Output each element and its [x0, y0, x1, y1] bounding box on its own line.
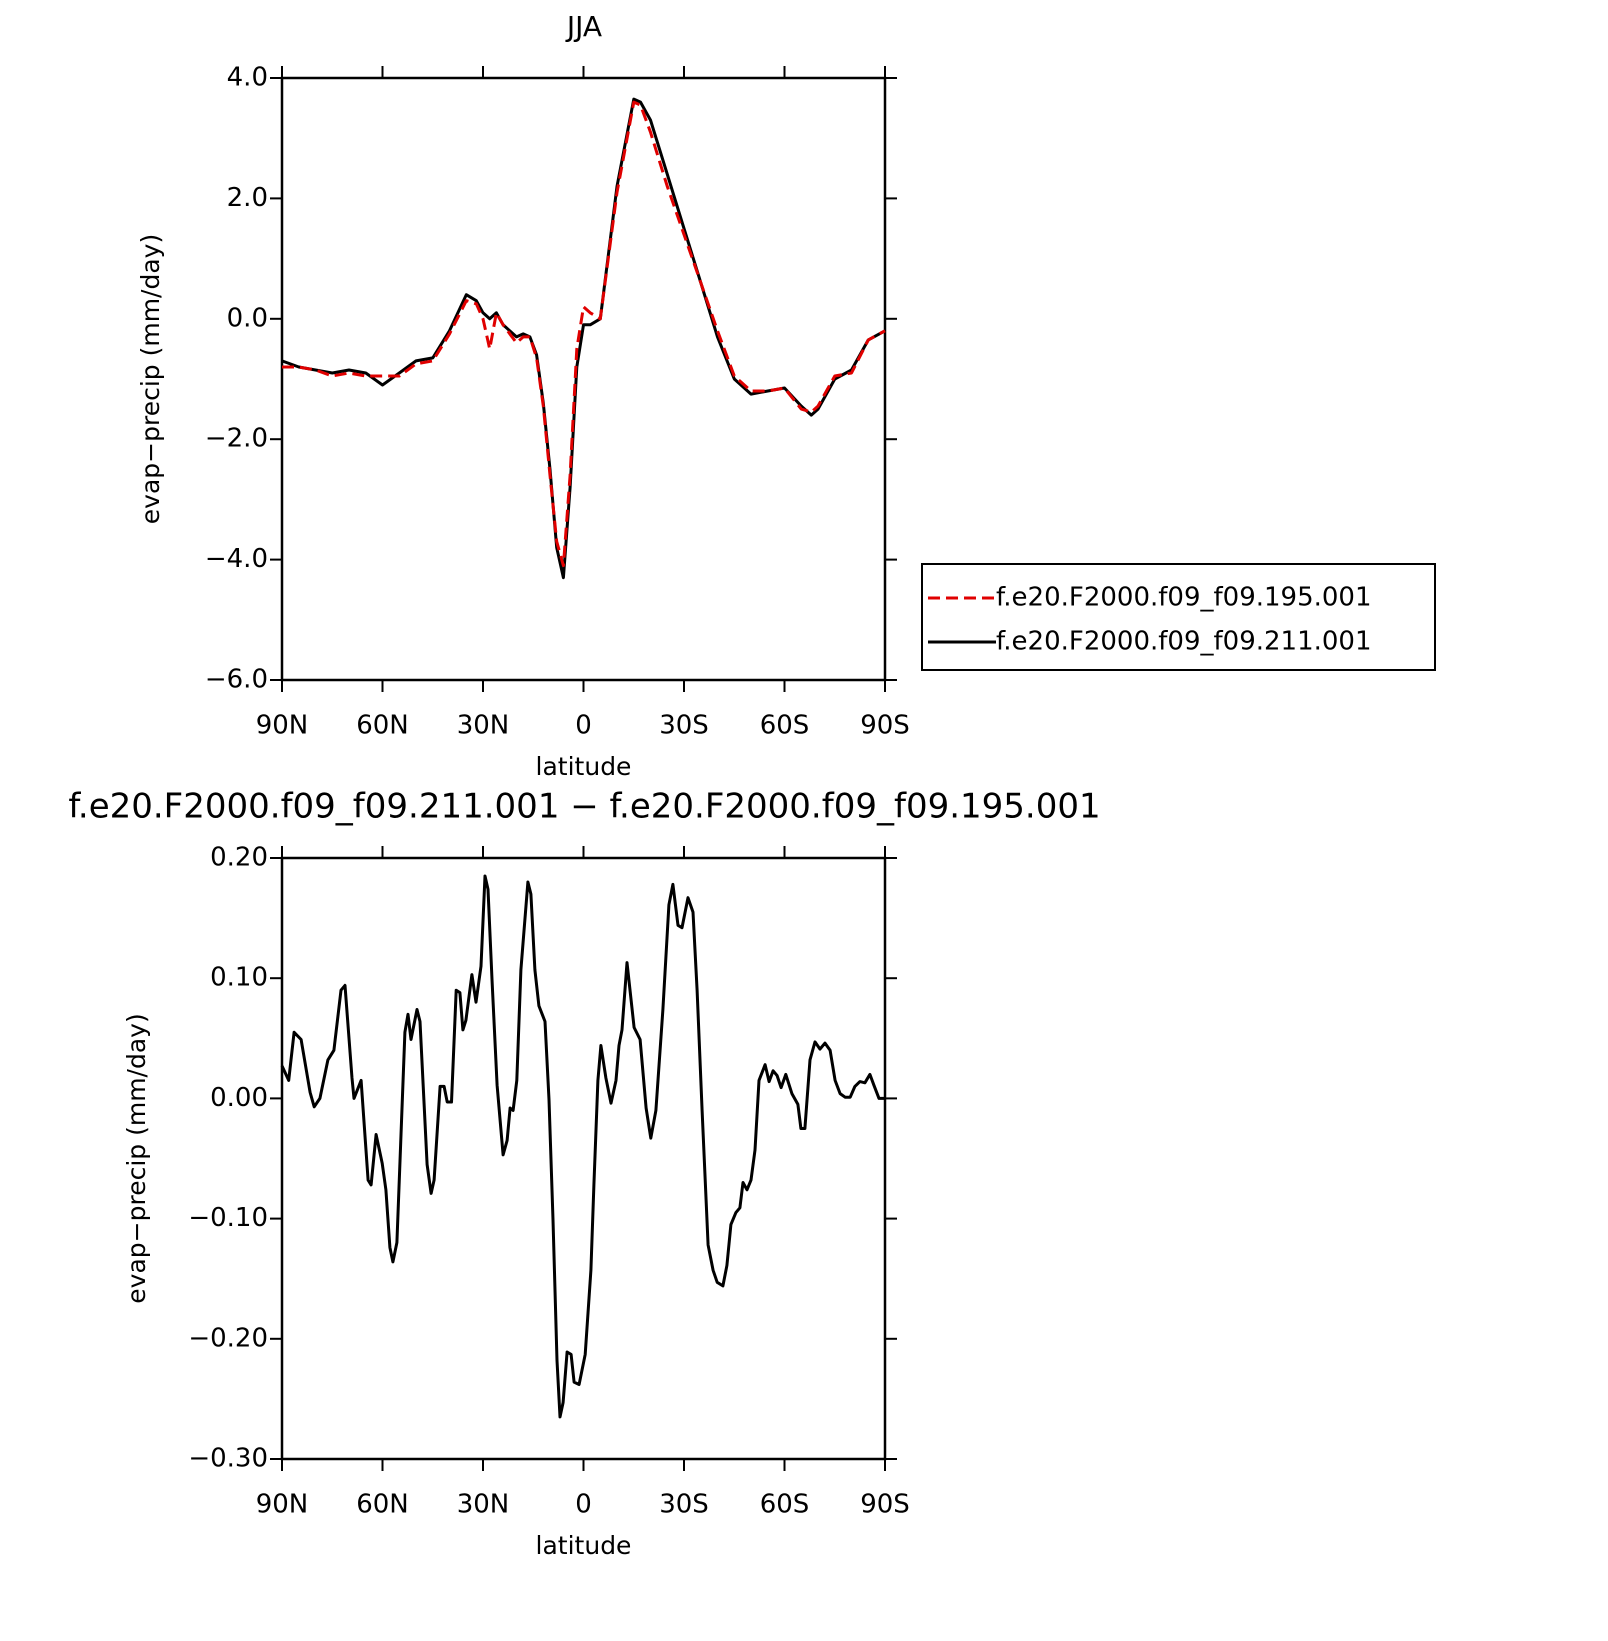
y-tick-label: −0.10 — [188, 1203, 268, 1233]
y-tick-label: 4.0 — [227, 63, 268, 93]
y-tick-label: 0.10 — [210, 963, 268, 993]
data-line — [280, 874, 884, 1419]
x-tick-label: 0 — [575, 711, 592, 741]
x-tick-label: 90S — [860, 1490, 910, 1520]
legend-label: f.e20.F2000.f09_f09.211.001 — [996, 627, 1372, 657]
legend-label: f.e20.F2000.f09_f09.195.001 — [996, 583, 1372, 613]
x-tick-label: 30S — [659, 711, 709, 741]
data-line — [281, 97, 886, 580]
x-tick-label: 0 — [575, 1490, 592, 1520]
x-tick-label: 90N — [256, 711, 309, 741]
x-tick-label: 90N — [256, 1490, 309, 1520]
x-tick-label: 30S — [659, 1490, 709, 1520]
y-tick-label: −0.30 — [188, 1444, 268, 1474]
x-tick-label: 60N — [356, 711, 409, 741]
y-tick-label: −6.0 — [205, 665, 268, 695]
y-tick-label: −2.0 — [205, 424, 268, 454]
chart-title: JJA — [565, 10, 602, 43]
x-tick-label: 90S — [860, 711, 910, 741]
chart-title: f.e20.F2000.f09_f09.211.001 − f.e20.F200… — [68, 787, 1100, 827]
y-tick-label: 0.0 — [227, 303, 268, 333]
plot-frame — [280, 856, 887, 1461]
y-axis-label: evap−precip (mm/day) — [122, 1013, 151, 1303]
y-tick-label: −4.0 — [205, 544, 268, 574]
y-tick-label: 0.20 — [210, 843, 268, 873]
y-tick-label: 0.00 — [210, 1083, 268, 1113]
plot-frame — [280, 76, 887, 682]
y-tick-label: 2.0 — [227, 183, 268, 213]
data-line — [282, 100, 886, 568]
y-tick-label: −0.20 — [188, 1323, 268, 1353]
x-tick-label: 60N — [356, 1490, 409, 1520]
y-axis-label: evap−precip (mm/day) — [136, 234, 165, 524]
x-tick-label: 30N — [457, 711, 510, 741]
x-axis-label: latitude — [536, 1531, 632, 1560]
x-tick-label: 30N — [457, 1490, 510, 1520]
legend-box — [921, 563, 1436, 671]
x-tick-label: 60S — [760, 711, 810, 741]
x-tick-label: 60S — [760, 1490, 810, 1520]
x-axis-label: latitude — [536, 752, 632, 781]
